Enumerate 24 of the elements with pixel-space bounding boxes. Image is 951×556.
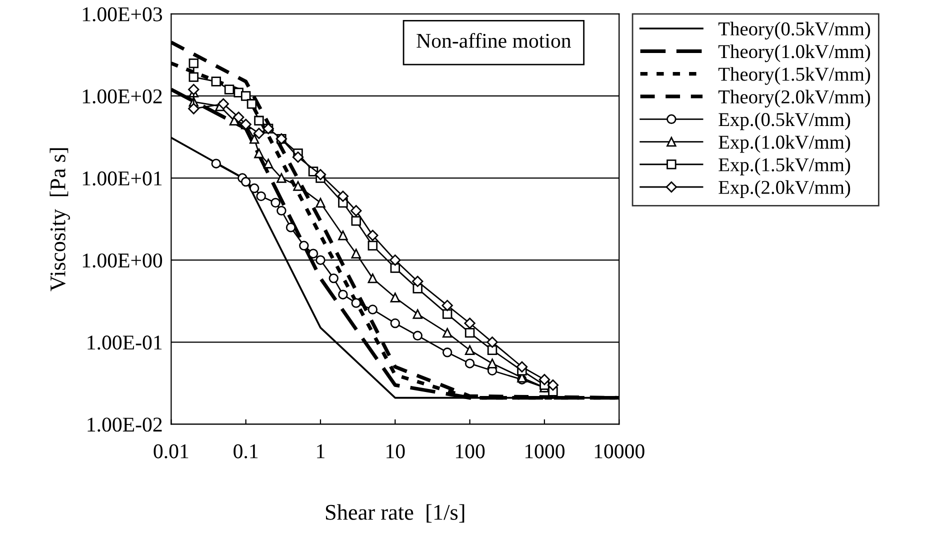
x-tick-label: 0.01	[154, 444, 188, 458]
legend-label: Exp.(1.0kV/mm)	[718, 135, 850, 153]
legend-label: Theory(0.5kV/mm)	[718, 22, 870, 40]
legend-label: Exp.(2.0kV/mm)	[718, 180, 850, 198]
x-axis-title: Shear rate [1/s]	[326, 504, 464, 523]
legend-label: Exp.(0.5kV/mm)	[718, 112, 850, 130]
annotation: Non-affine motion	[416, 32, 571, 48]
legend-label: Theory(1.5kV/mm)	[718, 67, 870, 85]
y-tick-label: 1.00E-01	[88, 336, 162, 350]
legend-label: Theory(2.0kV/mm)	[718, 90, 870, 108]
y-tick-label: 1.00E+02	[82, 89, 162, 104]
legend-label: Exp.(1.5kV/mm)	[718, 158, 850, 176]
x-tick-label: 1000	[525, 444, 564, 458]
x-tick-label: 1	[317, 444, 324, 458]
y-axis-title: Viscosity [Pa s]	[50, 148, 70, 292]
y-tick-label: 1.00E+01	[82, 171, 162, 186]
legend-label: Theory(1.0kV/mm)	[718, 44, 870, 62]
x-tick-label: 0.1	[234, 444, 258, 458]
y-tick-label: 1.00E+03	[82, 7, 162, 22]
x-tick-label: 10000	[594, 444, 644, 458]
y-tick-label: 1.00E-02	[88, 418, 162, 432]
y-tick-label: 1.00E+00	[82, 253, 162, 268]
x-tick-label: 10	[386, 444, 405, 458]
x-tick-label: 100	[456, 444, 485, 458]
